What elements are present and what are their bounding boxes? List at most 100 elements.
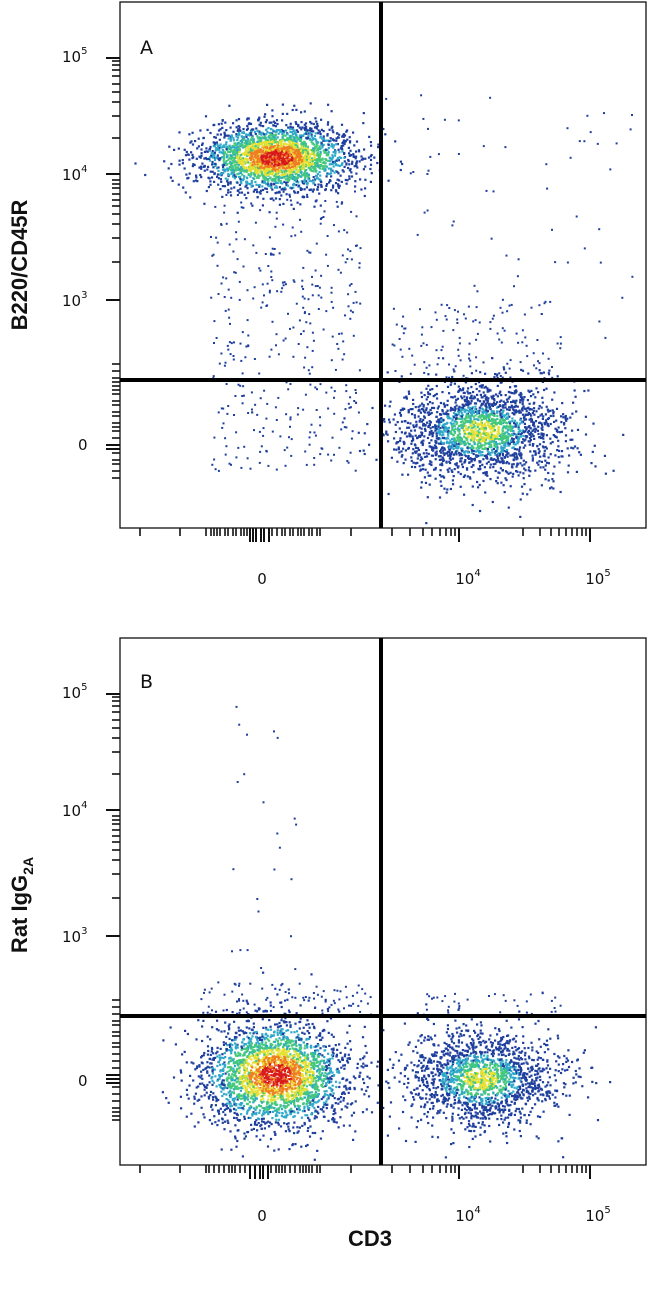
panel-a-cd3-cluster-dot [419,434,422,437]
panel-a-b220-cluster-dot [302,167,305,170]
panel-a-cd3-cluster-dot [472,431,476,434]
panel-a-b220-cluster-dot [270,143,274,146]
panel-a-b220-cluster-dot [292,129,295,132]
panel-a-cd3-cluster-dot [514,391,517,394]
panel-a-cd3-cluster-dot [543,388,546,392]
panel-a-b220-cluster-dot [289,128,292,131]
panel-a-b220-cluster-dot [205,158,208,161]
panel-a-b220-cluster-dot [284,134,287,137]
panel-a-cd3-cluster-dot [466,475,469,478]
panel-a-cd3-cluster-dot [544,419,548,422]
panel-a-cd3-cluster-dot [489,389,492,392]
panel-a-cd3-cluster-dot [534,469,537,472]
panel-a-b220-cluster-dot [240,182,243,185]
panel-a-b220-cluster-dot [304,173,307,176]
panel-a-b220-cluster-dot [269,137,272,140]
panel-a-scatter-dot [225,445,228,448]
panel-a-b220-cluster-dot [194,179,198,182]
panel-a-cd3-cluster-dot [422,422,425,426]
panel-a-scatter-dot [267,265,270,267]
panel-a-b220-cluster-dot [264,187,267,190]
panel-a-b220-cluster-dot [341,150,344,153]
panel-a-cd3-cluster-dot [473,457,476,460]
panel-a-cd3-cluster-dot [514,422,517,426]
panel-a-cd3-cluster-dot [512,433,515,437]
panel-a-cd3-cluster-dot [389,400,392,403]
panel-a-b220-cluster-dot [280,131,283,134]
panel-a-cd3-cluster-dot [452,453,456,456]
panel-a-b220-cluster-dot [327,146,330,149]
panel-a-cd3-cluster-dot [490,434,494,437]
panel-a-b220-cluster-dot [185,150,188,154]
panel-a-b220-cluster-dot [261,204,264,207]
panel-a-b220-cluster-dot [284,168,287,171]
panel-a-b220-cluster-dot [310,163,313,166]
panel-a-cd3-cluster-dot [502,435,505,438]
panel-a-b220-cluster-dot [369,163,373,166]
panel-a-b220-cluster-dot [281,165,284,168]
panel-a-cd3-cluster-dot [547,462,550,465]
panel-a-b220-cluster-dot [307,177,310,180]
panel-a-b220-cluster-dot [250,169,253,172]
panel-a-cd3-cluster-dot [485,472,488,475]
panel-a-cd3-cluster-dot [506,428,509,431]
panel-a-cd3-cluster-dot [428,401,432,404]
panel-a-cd3-cluster-dot [419,469,422,472]
panel-a-cd3-cluster-dot [462,387,465,390]
panel-a-cd3-cluster-dot [491,403,494,406]
panel-a-scatter-dot [271,320,274,323]
panel-a-cd3-cluster-dot [447,454,450,457]
panel-a-b220-cluster-dot [195,174,198,177]
panel-a-b220-cluster-dot [211,152,214,155]
panel-a-b220-cluster-dot [337,192,340,195]
panel-a-b220-cluster-dot [221,168,224,171]
panel-a-b220-cluster-dot [235,133,238,136]
panel-a-cd3-cluster-dot [519,417,522,420]
panel-a-b220-cluster-dot [191,143,195,146]
panel-a-b220-cluster-dot [256,165,259,168]
panel-a-cd3-cluster-dot [473,420,476,423]
panel-a-scatter-dot [320,296,323,299]
panel-a-cd3-cluster-dot [514,443,517,446]
panel-a-b220-cluster-dot [271,197,274,200]
panel-a-b220-cluster-dot [219,178,222,181]
panel-a-b220-cluster-dot [271,134,274,138]
panel-a-b220-cluster-dot [217,169,220,172]
panel-a-b220-cluster-dot [268,170,271,173]
panel-a-b220-cluster-dot [246,124,249,128]
panel-a-cd3-cluster-dot [461,413,464,416]
panel-a-cd3-cluster-dot [465,403,469,406]
panel-a-cd3-cluster-dot [544,445,547,449]
panel-a-b220-cluster-dot [277,179,280,182]
panel-a-b220-cluster-dot [247,117,250,120]
panel-a-b220-cluster-dot [235,151,238,154]
panel-a-b220-cluster-dot [275,185,278,188]
panel-a-cd3-cluster-dot [468,406,471,409]
panel-a-b220-cluster-dot [274,166,277,169]
panel-a-cd3-cluster-dot [522,398,525,401]
panel-a-scatter-dot [210,296,213,299]
panel-a-b220-cluster-dot [254,171,258,174]
panel-a-cd3-cluster-dot [456,439,459,442]
panel-a-b220-cluster-dot [335,164,338,167]
panel-a-cd3-cluster-dot [518,453,521,456]
panel-a-b220-cluster-dot [228,144,231,147]
panel-a-cd3-cluster-dot [408,426,411,429]
panel-a-b220-cluster-dot [259,138,262,141]
panel-a-b220-cluster-dot [293,132,296,135]
panel-a-cd3-cluster-dot [407,473,410,476]
panel-a-cd3-cluster-dot [478,431,481,434]
panel-a-cd3-cluster-dot [479,440,482,443]
panel-a-cd3-cluster-dot [460,425,464,428]
panel-a-cd3-cluster-dot [487,413,490,416]
panel-a-cd3-cluster-dot [489,454,492,457]
panel-a-b220-cluster-dot [328,181,331,184]
panel-a-b220-cluster-dot [303,156,306,159]
panel-a-b220-cluster-dot [238,131,241,135]
panel-a-cd3-cluster-dot [487,435,490,438]
panel-a-scatter-dot [423,211,426,214]
panel-a-cd3-cluster-dot [436,397,439,400]
panel-a-b220-cluster-dot [265,138,268,141]
panel-a-b220-cluster-dot [211,150,214,153]
panel-a-b220-cluster-dot [207,176,210,179]
